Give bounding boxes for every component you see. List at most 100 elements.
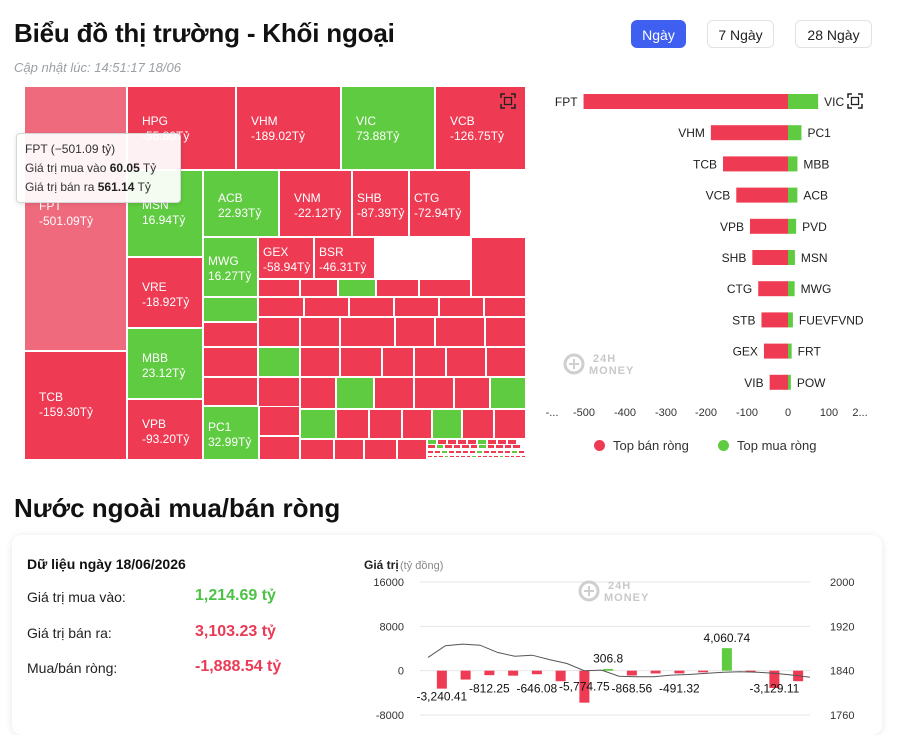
treemap-tile-small[interactable] (304, 297, 349, 317)
treemap-tile-small[interactable] (471, 454, 477, 459)
treemap-tile-small[interactable] (259, 406, 300, 436)
treemap-tile-vic[interactable]: VIC 73.88Tỷ (341, 86, 435, 170)
treemap-tile-small[interactable] (485, 317, 526, 347)
treemap-tile-small[interactable] (374, 377, 414, 409)
treemap-tile-small[interactable] (455, 449, 462, 454)
treemap-tile-small[interactable] (340, 317, 395, 347)
treemap-tile-small[interactable] (449, 454, 455, 459)
treemap-tile-mbb[interactable]: MBB 23.12Tỷ (127, 328, 203, 399)
treemap-tile-small[interactable] (462, 409, 494, 439)
treemap-tile-shb[interactable]: SHB -87.39Tỷ (352, 170, 409, 237)
treemap-tile-small[interactable] (486, 444, 495, 450)
treemap-tile-small[interactable] (444, 444, 453, 450)
treemap-tile-small[interactable] (482, 454, 488, 459)
treemap-tile-small[interactable] (394, 297, 439, 317)
treemap-tile-small[interactable] (494, 409, 526, 439)
treemap-tile-small[interactable] (493, 454, 499, 459)
treemap-tile-fpt[interactable]: FPT -501.09Tỷ (24, 86, 127, 351)
expand-icon[interactable] (500, 93, 516, 109)
treemap-tile-bsr[interactable]: BSR -46.31Tỷ (314, 237, 375, 279)
treemap-tile-small[interactable] (504, 454, 510, 459)
treemap-tile-small[interactable] (338, 279, 376, 297)
treemap-tile-small[interactable] (487, 454, 493, 459)
treemap-tile-small[interactable] (300, 279, 338, 297)
treemap-tile-small[interactable] (432, 409, 462, 439)
treemap-tile-small[interactable] (203, 347, 258, 377)
treemap-tile-mwg[interactable]: MWG 16.27Tỷ (203, 237, 258, 297)
treemap-tile-small[interactable] (395, 317, 435, 347)
treemap-tile-tcb[interactable]: TCB -159.30Tỷ (24, 351, 127, 460)
treemap-tile-small[interactable] (515, 454, 521, 459)
treemap-tile-small[interactable] (364, 439, 397, 460)
treemap-tile-small[interactable] (336, 377, 374, 409)
treemap-tile-ctg[interactable]: CTG -72.94Tỷ (409, 170, 471, 237)
treemap-tile-small[interactable] (495, 444, 504, 450)
treemap-tile-small[interactable] (414, 347, 446, 377)
treemap-tile-small[interactable] (490, 449, 497, 454)
treemap-tile-acb[interactable]: ACB 22.93Tỷ (203, 170, 279, 237)
treemap-tile-small[interactable] (452, 444, 461, 450)
treemap-tile-small[interactable] (469, 444, 478, 450)
treemap-tile-vcb[interactable]: VCB -126.75Tỷ (435, 86, 526, 170)
treemap-tile-small[interactable] (203, 322, 258, 347)
tab-day[interactable]: Ngày (631, 20, 686, 48)
treemap-tile-small[interactable] (471, 237, 526, 297)
treemap-tile-small[interactable] (434, 449, 441, 454)
treemap-tile-small[interactable] (349, 297, 394, 317)
treemap-tile-pc1[interactable]: PC1 32.99Tỷ (203, 406, 259, 460)
treemap-tile-small[interactable] (402, 409, 432, 439)
treemap-tile-small[interactable] (483, 449, 490, 454)
treemap-tile-small[interactable] (376, 279, 419, 297)
treemap-tile-small[interactable] (446, 347, 486, 377)
treemap-tile-small[interactable] (258, 317, 300, 347)
treemap-tile-small[interactable] (511, 449, 518, 454)
treemap-tile-small[interactable] (476, 449, 483, 454)
treemap-tile-small[interactable] (300, 347, 340, 377)
tab-7-days[interactable]: 7 Ngày (707, 20, 774, 48)
treemap-tile-small[interactable] (427, 454, 433, 459)
treemap-tile-small[interactable] (503, 444, 512, 450)
treemap-tile-small[interactable] (369, 409, 402, 439)
treemap-tile-small[interactable] (454, 454, 460, 459)
treemap-tile-small[interactable] (448, 449, 455, 454)
treemap-tile-small[interactable] (484, 297, 526, 317)
treemap-tile-small[interactable] (419, 279, 471, 297)
treemap-tile-small[interactable] (512, 444, 521, 450)
treemap-tile-small[interactable] (478, 444, 487, 450)
treemap-tile-small[interactable] (460, 454, 466, 459)
treemap-tile-small[interactable] (435, 317, 485, 347)
treemap-tile-small[interactable] (509, 454, 515, 459)
treemap-tile-small[interactable] (258, 377, 300, 409)
treemap-tile-small[interactable] (336, 409, 369, 439)
legend-sell[interactable]: Top bán ròng (594, 438, 689, 453)
treemap-tile-small[interactable] (476, 454, 482, 459)
treemap-tile-small[interactable] (504, 449, 511, 454)
treemap-tile-small[interactable] (258, 279, 300, 297)
expand-icon[interactable] (847, 93, 863, 109)
treemap-tile-small[interactable] (438, 454, 444, 459)
treemap-tile-small[interactable] (300, 409, 336, 439)
treemap-tile-vhm[interactable]: VHM -189.02Tỷ (236, 86, 341, 170)
treemap-tile-small[interactable] (465, 454, 471, 459)
treemap-tile-small[interactable] (203, 297, 258, 322)
treemap-tile-small[interactable] (486, 347, 526, 377)
treemap-tile-small[interactable] (490, 377, 526, 409)
treemap-tile-small[interactable] (435, 444, 444, 450)
treemap-tile-small[interactable] (258, 347, 300, 377)
treemap-tile-vpb[interactable]: VPB -93.20Tỷ (127, 399, 203, 460)
treemap-tile-small[interactable] (300, 439, 334, 460)
treemap-tile-small[interactable] (203, 377, 258, 406)
treemap-tile-small[interactable] (520, 454, 526, 459)
tab-28-days[interactable]: 28 Ngày (795, 20, 872, 48)
treemap-tile-vre[interactable]: VRE -18.92Tỷ (127, 257, 203, 328)
treemap-tile-small[interactable] (443, 454, 449, 459)
treemap-tile-vnm[interactable]: VNM -22.12Tỷ (279, 170, 352, 237)
treemap-tile-small[interactable] (340, 347, 382, 377)
treemap-tile-small[interactable] (259, 436, 300, 460)
treemap-tile-small[interactable] (498, 454, 504, 459)
treemap-tile-small[interactable] (382, 347, 414, 377)
treemap-tile-small[interactable] (300, 317, 340, 347)
treemap-tile-small[interactable] (469, 449, 476, 454)
treemap-tile-small[interactable] (441, 449, 448, 454)
treemap-tile-small[interactable] (397, 439, 427, 460)
